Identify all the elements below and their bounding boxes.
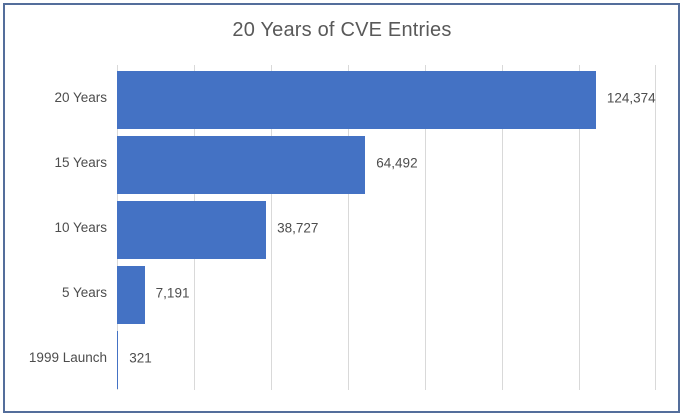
bar-row: 321 — [117, 325, 656, 390]
chart-title: 20 Years of CVE Entries — [232, 19, 452, 41]
bar — [117, 136, 366, 194]
bar — [117, 331, 119, 389]
gridline — [348, 65, 349, 390]
bar-row: 7,191 — [117, 260, 656, 325]
gridline — [502, 65, 503, 390]
gridline — [271, 65, 272, 390]
bar-value-label: 7,191 — [155, 285, 190, 300]
bar-row: 38,727 — [117, 195, 656, 260]
bar — [117, 71, 596, 129]
bar-value-label: 64,492 — [376, 155, 418, 170]
gridline — [655, 65, 656, 390]
plot-area: 124,374 64,492 38,727 7,191 321 — [117, 65, 656, 390]
category-axis: 20 Years 15 Years 10 Years 5 Years 1999 Laun… — [0, 65, 107, 390]
category-label: 10 Years — [54, 220, 107, 235]
bar-value-label: 321 — [129, 350, 152, 365]
bar — [117, 201, 267, 259]
bar — [117, 266, 145, 324]
bar-value-label: 124,374 — [606, 90, 656, 105]
bar-value-label: 38,727 — [277, 220, 319, 235]
category-label: 15 Years — [54, 155, 107, 170]
gridline — [425, 65, 426, 390]
bar-row: 64,492 — [117, 130, 656, 195]
category-label: 1999 Launch — [28, 350, 107, 365]
bar-row: 124,374 — [117, 65, 656, 130]
gridline — [579, 65, 580, 390]
category-label: 5 Years — [61, 285, 107, 300]
category-label: 20 Years — [54, 90, 107, 105]
